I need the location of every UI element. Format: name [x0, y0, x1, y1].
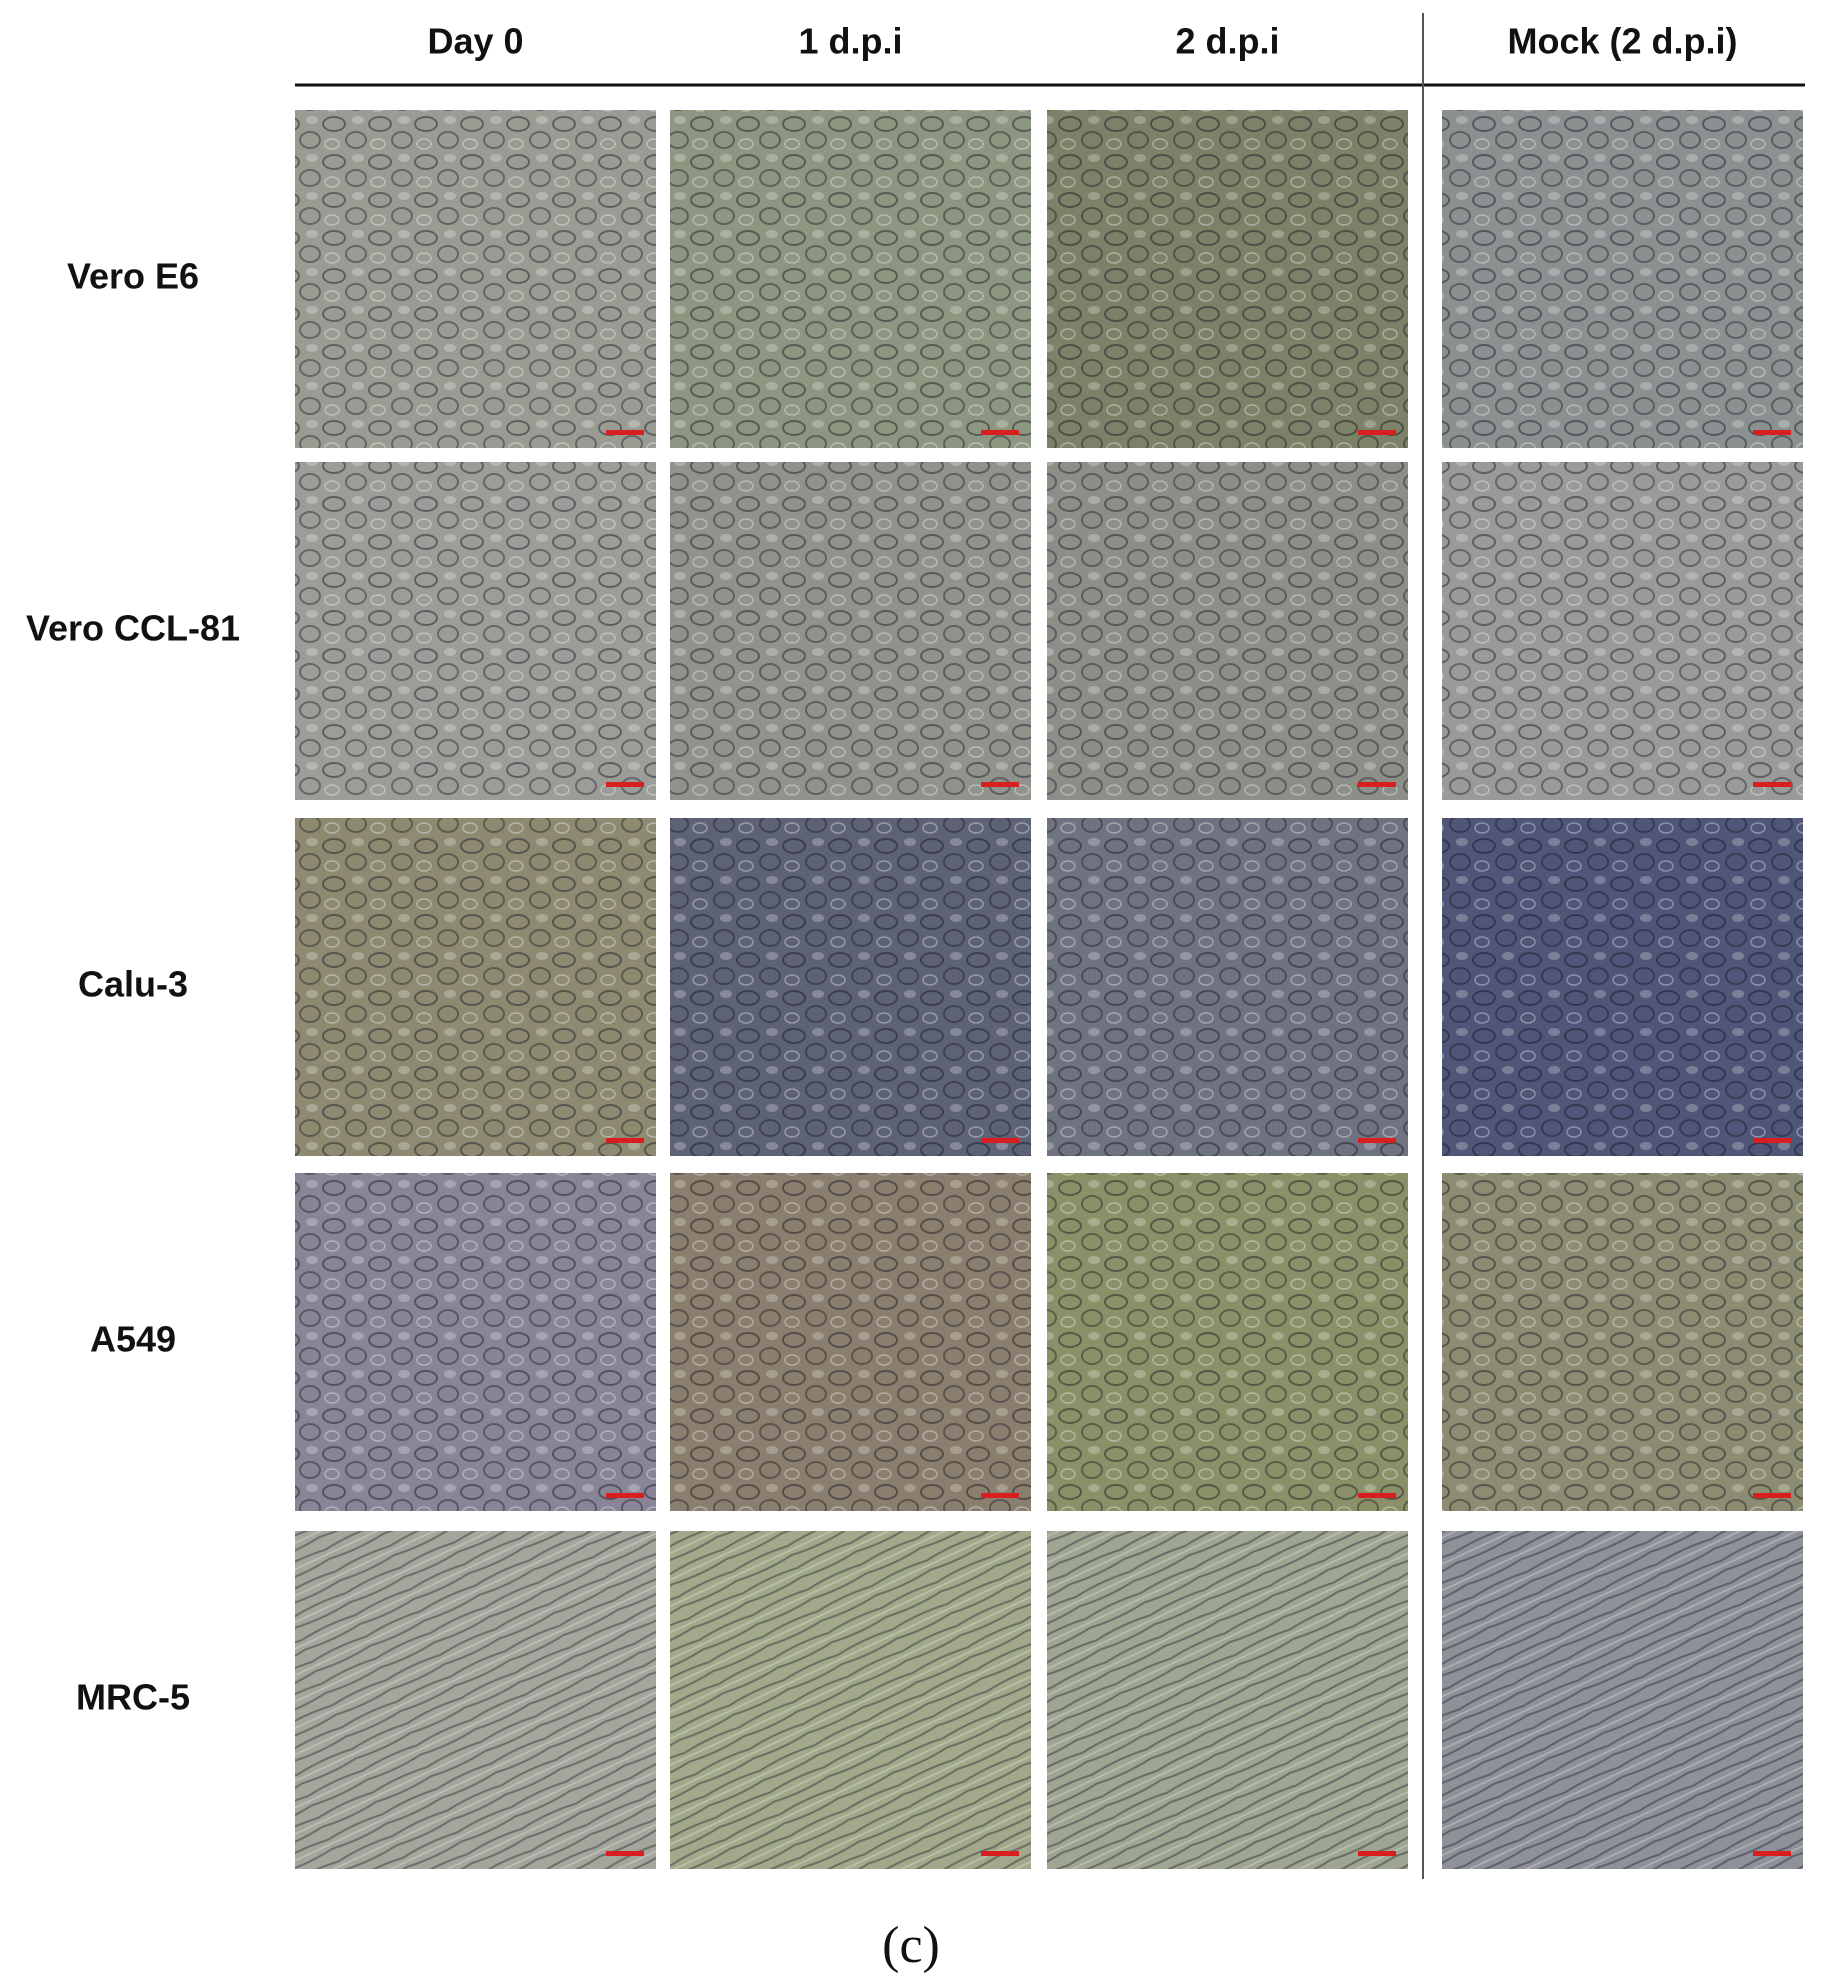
- scale-bar: [1358, 1493, 1396, 1498]
- micrograph-texture: [1047, 818, 1408, 1156]
- micrograph-texture: [1442, 818, 1803, 1156]
- scale-bar: [1753, 1851, 1791, 1856]
- column-header: 1 d.p.i: [798, 21, 902, 62]
- micrograph-texture: [670, 1173, 1031, 1511]
- scale-bar: [1753, 782, 1791, 787]
- scale-bar: [606, 1493, 644, 1498]
- micrograph-texture: [1047, 1173, 1408, 1511]
- micrograph-texture: [1047, 462, 1408, 800]
- micrograph-texture: [295, 1173, 656, 1511]
- micrograph-texture: [1442, 1173, 1803, 1511]
- column-header: Mock (2 d.p.i): [1507, 21, 1737, 62]
- micrograph-texture: [295, 1531, 656, 1869]
- scale-bar: [981, 430, 1019, 435]
- scale-bar: [1358, 1138, 1396, 1143]
- scale-bar: [981, 782, 1019, 787]
- column-header: Day 0: [427, 21, 523, 62]
- scale-bar: [606, 1138, 644, 1143]
- scale-bar: [981, 1851, 1019, 1856]
- micrograph-texture: [1442, 110, 1803, 448]
- micrograph-texture: [670, 110, 1031, 448]
- micrograph-texture: [295, 110, 656, 448]
- micrograph-texture: [1047, 110, 1408, 448]
- scale-bar: [981, 1493, 1019, 1498]
- column-header: 2 d.p.i: [1175, 21, 1279, 62]
- scale-bar: [1358, 782, 1396, 787]
- scale-bar: [1358, 430, 1396, 435]
- scale-bar: [981, 1138, 1019, 1143]
- row-label: Calu-3: [78, 964, 188, 1005]
- micrograph-texture: [1442, 1531, 1803, 1869]
- micrograph-texture: [670, 462, 1031, 800]
- scale-bar: [1753, 1138, 1791, 1143]
- micrograph-texture: [295, 462, 656, 800]
- micrograph-texture: [670, 1531, 1031, 1869]
- row-label: Vero E6: [67, 256, 199, 297]
- micrograph-texture: [1442, 462, 1803, 800]
- row-label: MRC-5: [76, 1677, 190, 1718]
- row-label: A549: [90, 1319, 176, 1360]
- micrograph-texture: [670, 818, 1031, 1156]
- micrograph-texture: [1047, 1531, 1408, 1869]
- scale-bar: [1753, 430, 1791, 435]
- scale-bar: [606, 1851, 644, 1856]
- row-label: Vero CCL-81: [26, 608, 240, 649]
- scale-bar: [606, 430, 644, 435]
- scale-bar: [606, 782, 644, 787]
- micrograph-texture: [295, 818, 656, 1156]
- scale-bar: [1753, 1493, 1791, 1498]
- panel-caption: (c): [882, 1917, 940, 1974]
- scale-bar: [1358, 1851, 1396, 1856]
